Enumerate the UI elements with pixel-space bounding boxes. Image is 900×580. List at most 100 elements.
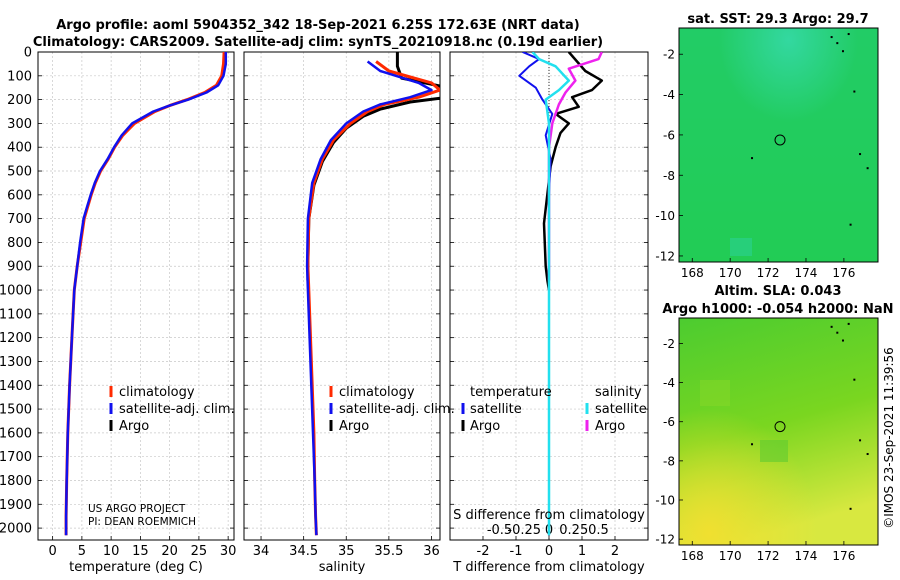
series-climatology bbox=[306, 60, 440, 536]
x-tick-label: 15 bbox=[132, 544, 149, 559]
x-tick-label: 20 bbox=[161, 544, 178, 559]
sst-map-title: sat. SST: 29.3 Argo: 29.7 bbox=[687, 12, 868, 27]
map-y-tick-label: -10 bbox=[655, 493, 675, 507]
map-x-tick-label: 172 bbox=[757, 266, 780, 280]
map-x-tick-label: 174 bbox=[795, 549, 818, 563]
map-y-tick-label: -8 bbox=[663, 454, 675, 468]
map-y-tick-label: -4 bbox=[663, 88, 675, 102]
series-climatology bbox=[64, 52, 226, 536]
project-note-line2: PI: DEAN ROEMMICH bbox=[88, 516, 196, 528]
island-speck bbox=[836, 42, 839, 45]
map-y-tick-label: -2 bbox=[663, 337, 675, 351]
map-x-tick-label: 176 bbox=[832, 266, 855, 280]
legend-label-t-argo: Argo bbox=[470, 419, 500, 434]
title-line1: Argo profile: aoml 5904352_342 18-Sep-20… bbox=[56, 18, 580, 33]
x-tick-label: 1 bbox=[578, 544, 586, 559]
depth-tick-label: 300 bbox=[7, 117, 32, 132]
island-speck bbox=[751, 157, 754, 160]
x-tick-label: 36 bbox=[423, 544, 440, 559]
panel-frame bbox=[243, 51, 441, 541]
x-tick-label: 10 bbox=[103, 544, 120, 559]
difference-legend: temperature salinity satellite Argo sate… bbox=[461, 385, 647, 434]
x-tick-label: 35 bbox=[338, 544, 355, 559]
profile-location-marker bbox=[774, 421, 786, 433]
difference-xlabel: T difference from climatology bbox=[452, 560, 645, 575]
x2-tick-label: -0.25 bbox=[507, 523, 541, 538]
depth-tick-label: 800 bbox=[7, 236, 32, 251]
legend-label-climatology: climatology bbox=[119, 385, 195, 400]
x-tick-label: 0 bbox=[48, 544, 56, 559]
depth-tick-label: 1200 bbox=[0, 331, 32, 346]
depth-tick-label: 700 bbox=[7, 212, 32, 227]
depth-tick-label: 1800 bbox=[0, 474, 32, 489]
island-speck bbox=[847, 322, 850, 325]
map-x-tick-label: 170 bbox=[719, 266, 742, 280]
depth-tick-label: 500 bbox=[7, 165, 32, 180]
salinity-panel: 34 34.5 35 35.5 36 bbox=[243, 51, 441, 559]
depth-tick-label: 2000 bbox=[0, 522, 32, 537]
depth-tick-label: 1900 bbox=[0, 498, 32, 513]
depth-tick-label: 400 bbox=[7, 141, 32, 156]
series-s-satellite bbox=[531, 52, 571, 536]
map-x-tick-label: 176 bbox=[832, 549, 855, 563]
island-speck bbox=[841, 50, 844, 53]
sla-map-patch-b bbox=[700, 380, 730, 406]
depth-tick-label: 1300 bbox=[0, 355, 32, 370]
x-tick-label: 0 bbox=[545, 544, 553, 559]
x2-tick-label: 0.25 bbox=[559, 523, 588, 538]
panel-frame bbox=[37, 51, 235, 541]
x-tick-label: 30 bbox=[220, 544, 237, 559]
island-speck bbox=[859, 439, 862, 442]
legend-label-s-argo: Argo bbox=[595, 419, 625, 434]
depth-tick-label: 600 bbox=[7, 188, 32, 203]
sst-map-patch-sw bbox=[730, 238, 752, 256]
island-speck bbox=[830, 36, 833, 39]
island-speck bbox=[866, 167, 869, 170]
temperature-legend: climatology satellite-adj. clim. Argo bbox=[109, 385, 235, 434]
map-y-tick-label: -12 bbox=[655, 533, 675, 547]
legend-label-argo: Argo bbox=[119, 419, 149, 434]
sla-map-patch-a bbox=[760, 440, 788, 462]
map-y-tick-label: -12 bbox=[655, 249, 675, 263]
x-tick-label: 5 bbox=[78, 544, 86, 559]
profile-location-marker bbox=[774, 134, 786, 146]
x-tick-label: 35.5 bbox=[374, 544, 403, 559]
sst-map-frame bbox=[678, 27, 879, 263]
island-speck bbox=[836, 331, 839, 334]
legend-header-temperature: temperature bbox=[470, 385, 552, 400]
map-x-tick-label: 168 bbox=[681, 549, 704, 563]
x-tick-label: 34 bbox=[253, 544, 270, 559]
sla-map-title-line1: Altim. SLA: 0.043 bbox=[715, 284, 842, 299]
x-tick-label: 25 bbox=[191, 544, 208, 559]
x-tick-label: 2 bbox=[611, 544, 619, 559]
map-x-tick-label: 174 bbox=[795, 266, 818, 280]
map-x-tick-label: 172 bbox=[757, 549, 780, 563]
salinity-legend: climatology satellite-adj. clim. Argo bbox=[329, 385, 455, 434]
depth-tick-label: 1600 bbox=[0, 426, 32, 441]
map-y-tick-label: -10 bbox=[655, 209, 675, 223]
map-y-tick-label: -2 bbox=[663, 48, 675, 62]
island-speck bbox=[859, 153, 862, 156]
legend-label-satellite: satellite-adj. clim. bbox=[339, 402, 455, 417]
project-note-line1: US ARGO PROJECT bbox=[88, 503, 186, 515]
island-speck bbox=[849, 507, 852, 510]
island-speck bbox=[847, 33, 850, 36]
x-tick-label: -1 bbox=[510, 544, 523, 559]
salinity-xlabel: salinity bbox=[319, 560, 366, 575]
sla-map-axes: 168 170 172 174 176 -2 -4 -6 -8 -10 -12 bbox=[655, 322, 869, 563]
series-t-satellite bbox=[518, 52, 554, 536]
x-tick-label: -2 bbox=[477, 544, 490, 559]
temperature-xlabel: temperature (deg C) bbox=[69, 560, 203, 575]
map-y-tick-label: -6 bbox=[663, 128, 675, 142]
depth-tick-label: 1400 bbox=[0, 379, 32, 394]
difference-panel: -2 -1 0 1 2-0.5-0.25 0 0.25 0.5 bbox=[449, 51, 649, 559]
series-s-argo bbox=[547, 52, 603, 281]
sla-map-frame bbox=[678, 317, 879, 546]
legend-label-climatology: climatology bbox=[339, 385, 415, 400]
map-y-tick-label: -8 bbox=[663, 169, 675, 183]
map-x-tick-label: 168 bbox=[681, 266, 704, 280]
series-t-argo bbox=[542, 52, 604, 291]
title-line2: Climatology: CARS2009. Satellite-adj cli… bbox=[33, 35, 603, 50]
legend-header-salinity: salinity bbox=[595, 385, 642, 400]
